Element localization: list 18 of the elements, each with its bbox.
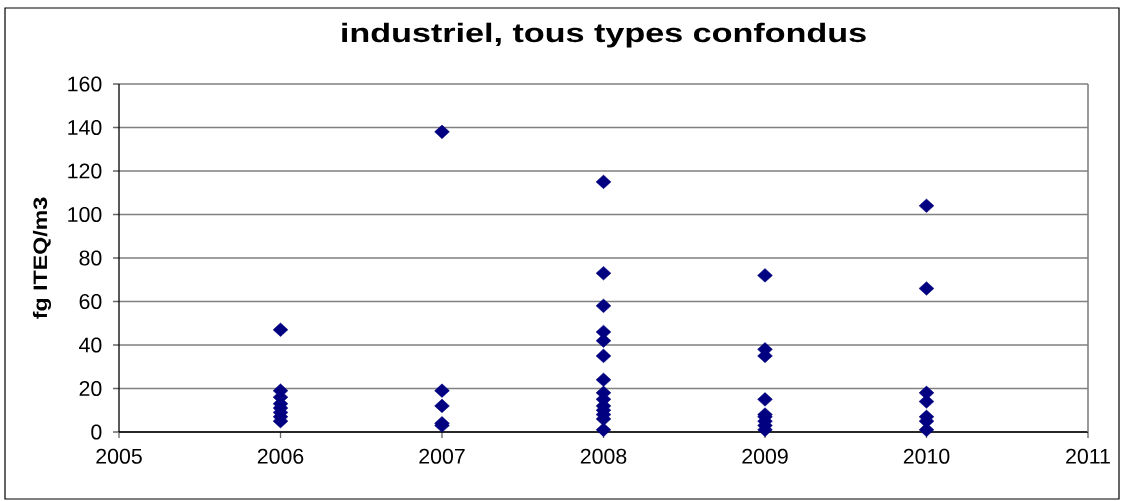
y-tick-label: 60 bbox=[79, 293, 102, 310]
x-tick-label: 2006 bbox=[257, 448, 304, 464]
x-tick-label: 2011 bbox=[1066, 448, 1110, 464]
chart-title: industriel, tous types confondus bbox=[342, 22, 866, 48]
x-tick-label: 2008 bbox=[580, 448, 627, 464]
y-tick-label: 80 bbox=[79, 250, 102, 266]
y-tick-label: 40 bbox=[79, 337, 102, 353]
y-tick-label: 20 bbox=[79, 380, 102, 397]
y-tick-label: 100 bbox=[68, 206, 102, 223]
x-tick-label: 2005 bbox=[96, 448, 142, 464]
x-tick-label: 2009 bbox=[742, 448, 788, 464]
x-tick-label: 2007 bbox=[419, 448, 465, 464]
y-tick-label: 120 bbox=[68, 163, 102, 179]
y-tick-label: 160 bbox=[68, 76, 102, 92]
y-tick-label: 140 bbox=[68, 119, 102, 136]
y-tick-label: 0 bbox=[91, 424, 102, 440]
y-axis-title: fg ITEQ/m3 bbox=[32, 197, 52, 319]
x-tick-label: 2010 bbox=[903, 448, 950, 464]
